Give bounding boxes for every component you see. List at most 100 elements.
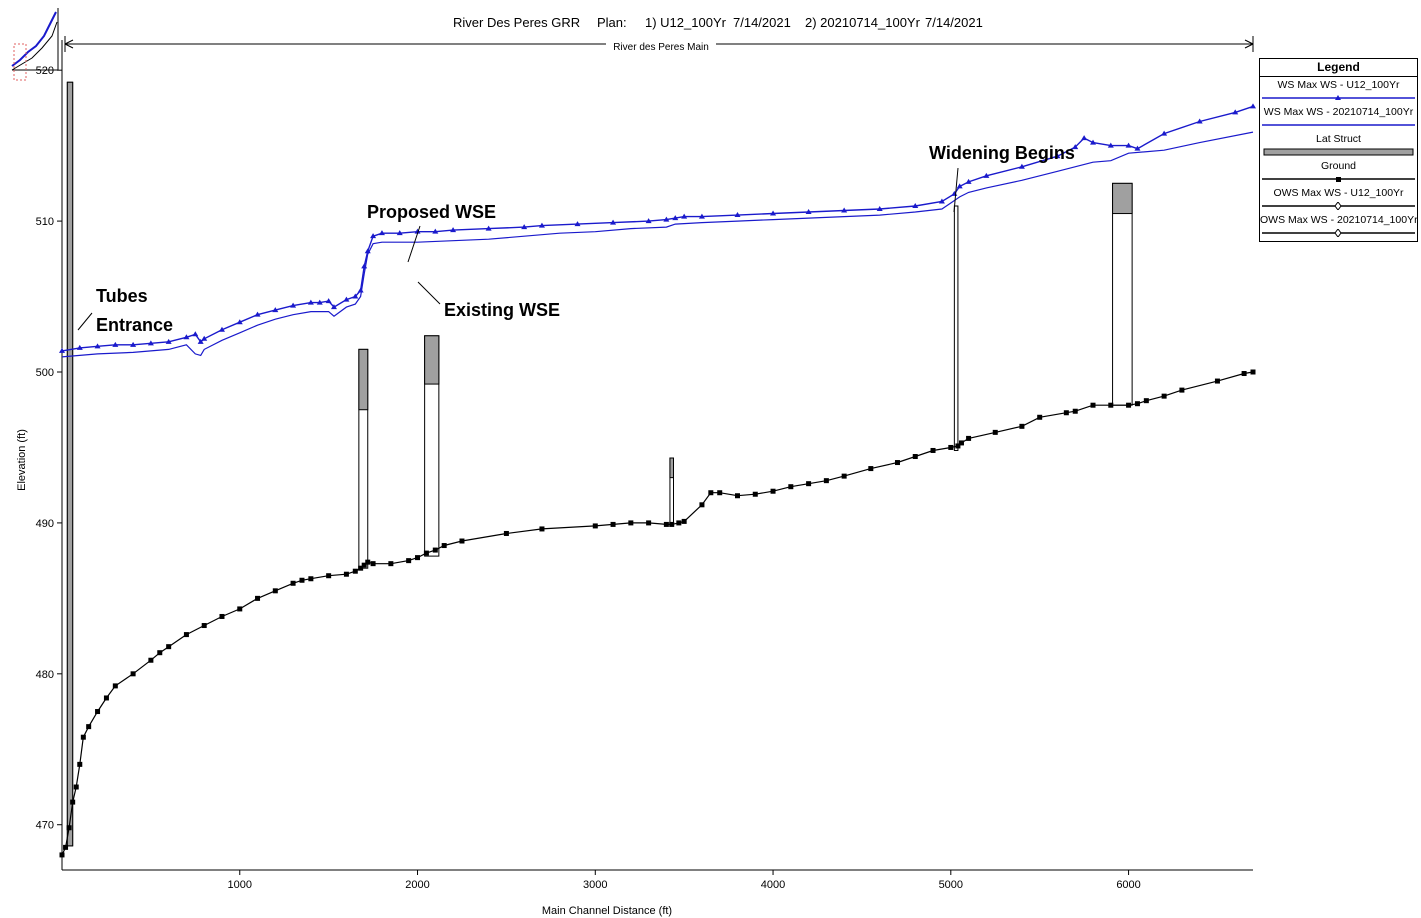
legend-title: Legend (1260, 59, 1417, 77)
legend-item: OWS Max WS - U12_100Yr (1260, 185, 1417, 212)
ws-u12-point (876, 206, 883, 212)
lat-struct-outline (1112, 182, 1133, 406)
ground-point (130, 671, 136, 677)
axes: 1000 2000 3000 4000 5000 6000 470 480 490 500 510… (16, 40, 1253, 917)
ground-point (157, 650, 163, 656)
ground-point (610, 521, 616, 527)
y-tick-label: 520 (36, 65, 54, 77)
ws-u12-point (94, 343, 101, 349)
ws-u12-point (912, 203, 919, 208)
ground-point (459, 538, 465, 544)
ground-point (219, 613, 225, 619)
ground-point (681, 518, 687, 524)
ground-point (894, 460, 900, 466)
y-tick-label: 480 (36, 669, 54, 681)
ws-u12-point (574, 221, 581, 227)
lat-struct-fill (66, 81, 74, 847)
ground-point (63, 844, 69, 850)
legend-item: Lat Struct (1260, 131, 1417, 158)
lat-struct-fill (1112, 182, 1133, 215)
ground-point (868, 466, 874, 472)
ws-u12-point (325, 298, 332, 304)
ws-u12-point (218, 326, 225, 332)
annotation-existing-wse: Existing WSE (444, 300, 560, 320)
ws-u12-point (165, 338, 172, 344)
overview-ground-line (11, 21, 58, 71)
overview-map[interactable] (11, 8, 59, 81)
ws-u12-point (1161, 130, 1168, 136)
x-tick-label: 5000 (939, 879, 963, 891)
ground-point (1179, 387, 1185, 393)
ws-u12-point (76, 344, 83, 350)
ground-point (841, 473, 847, 479)
ws-u12-point (352, 293, 359, 299)
ground-point (166, 644, 172, 650)
ground-point (1134, 401, 1140, 407)
ground-point (699, 502, 705, 508)
ground-point (326, 573, 332, 579)
ground-point (734, 493, 740, 499)
series-lines (61, 105, 1254, 856)
ground-point (237, 606, 243, 612)
legend-box (1263, 148, 1414, 156)
legend-item-label: WS Max WS - U12_100Yr (1277, 79, 1400, 91)
ws-u12-point (201, 335, 208, 341)
y-tick-label: 500 (36, 367, 54, 379)
ground-point (415, 555, 421, 561)
ws-u12-point (370, 233, 377, 239)
plan-label: Plan: (597, 15, 627, 30)
ground-point (592, 523, 598, 529)
ground-point (1161, 393, 1167, 399)
annotation-entrance: Entrance (96, 315, 173, 335)
ground-point (1090, 402, 1096, 408)
ground-point (770, 488, 776, 494)
ground-point (669, 521, 675, 527)
ws-u12-point (357, 287, 364, 293)
ws-u12-point (663, 216, 670, 222)
ground-point (370, 561, 376, 567)
ground-point (966, 435, 972, 441)
y-tick-label: 490 (36, 518, 54, 530)
ground-point (272, 588, 278, 594)
ground-point (948, 444, 954, 450)
series-markers (59, 103, 1256, 858)
ws-u12-point (343, 296, 350, 302)
ground-point (663, 521, 669, 527)
x-tick-label: 6000 (1116, 879, 1140, 891)
ws-u12-point (290, 302, 297, 308)
ground-point (66, 825, 72, 831)
ws-u12-point (183, 334, 190, 340)
legend-item-swatch (1262, 177, 1415, 182)
ground-point (148, 657, 154, 663)
ws-u12-point (1018, 163, 1025, 169)
ground-point (646, 520, 652, 526)
ws-u12-point (330, 304, 337, 310)
ws-u12-line (61, 105, 1254, 352)
reach-span: River des Peres Main (64, 36, 1254, 53)
ground-point (806, 481, 812, 487)
x-tick-label: 3000 (583, 879, 607, 891)
plan2-name: 2) 20210714_100Yr (805, 15, 921, 30)
legend-diamond (1334, 202, 1342, 210)
ground-point (1019, 423, 1025, 429)
ws-u12-point (1107, 142, 1114, 148)
ws-u12-point (130, 341, 137, 347)
ground-point (503, 530, 509, 536)
ws-u12-point (672, 215, 679, 221)
ws-u12-point (361, 263, 368, 269)
ground-point (708, 490, 714, 496)
legend-triangle (1335, 95, 1341, 100)
ground-point (752, 491, 758, 497)
ground-point (183, 632, 189, 638)
legend-item-swatch (1262, 95, 1415, 100)
ground-point (912, 454, 918, 460)
ws-u12-point (681, 213, 688, 219)
ground-point (1063, 410, 1069, 416)
legend-item: WS Max WS - U12_100Yr (1260, 77, 1417, 104)
ground-point (423, 550, 429, 556)
ground-point (308, 576, 314, 582)
ws-u12-point (197, 338, 204, 344)
annotation-tubes: Tubes (96, 286, 148, 306)
annotation-tubes-pointer (77, 312, 93, 331)
ground-point (352, 568, 358, 574)
